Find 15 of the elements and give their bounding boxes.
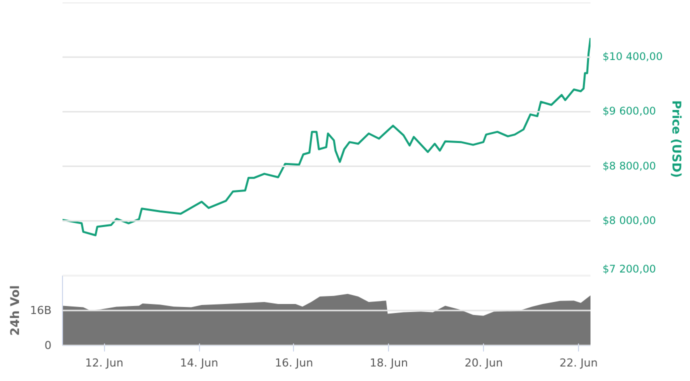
y2-tick-label: $9 600,00 bbox=[602, 106, 656, 118]
x-tick-label: 22. Jun bbox=[560, 356, 598, 370]
y2-tick-label: $7 200,00 bbox=[602, 264, 656, 276]
y-axis-title: 24h Vol bbox=[8, 285, 22, 336]
y-tick-label: 0 bbox=[44, 339, 52, 352]
x-tick-label: 18. Jun bbox=[370, 356, 408, 370]
x-tick-label: 16. Jun bbox=[274, 356, 314, 370]
y2-tick-label: $8 000,00 bbox=[602, 214, 656, 227]
y2-tick-label: $8 800,00 bbox=[602, 160, 656, 172]
x-tick-label: 14. Jun bbox=[180, 356, 218, 370]
x-tick-label: 12. Jun bbox=[85, 356, 124, 370]
x-tick-label: 20. Jun bbox=[464, 356, 503, 370]
y2-axis-title: Price (USD) bbox=[670, 100, 684, 178]
y2-tick-label: $10 400,00 bbox=[602, 51, 663, 64]
y-tick-label: 16B bbox=[30, 304, 52, 317]
